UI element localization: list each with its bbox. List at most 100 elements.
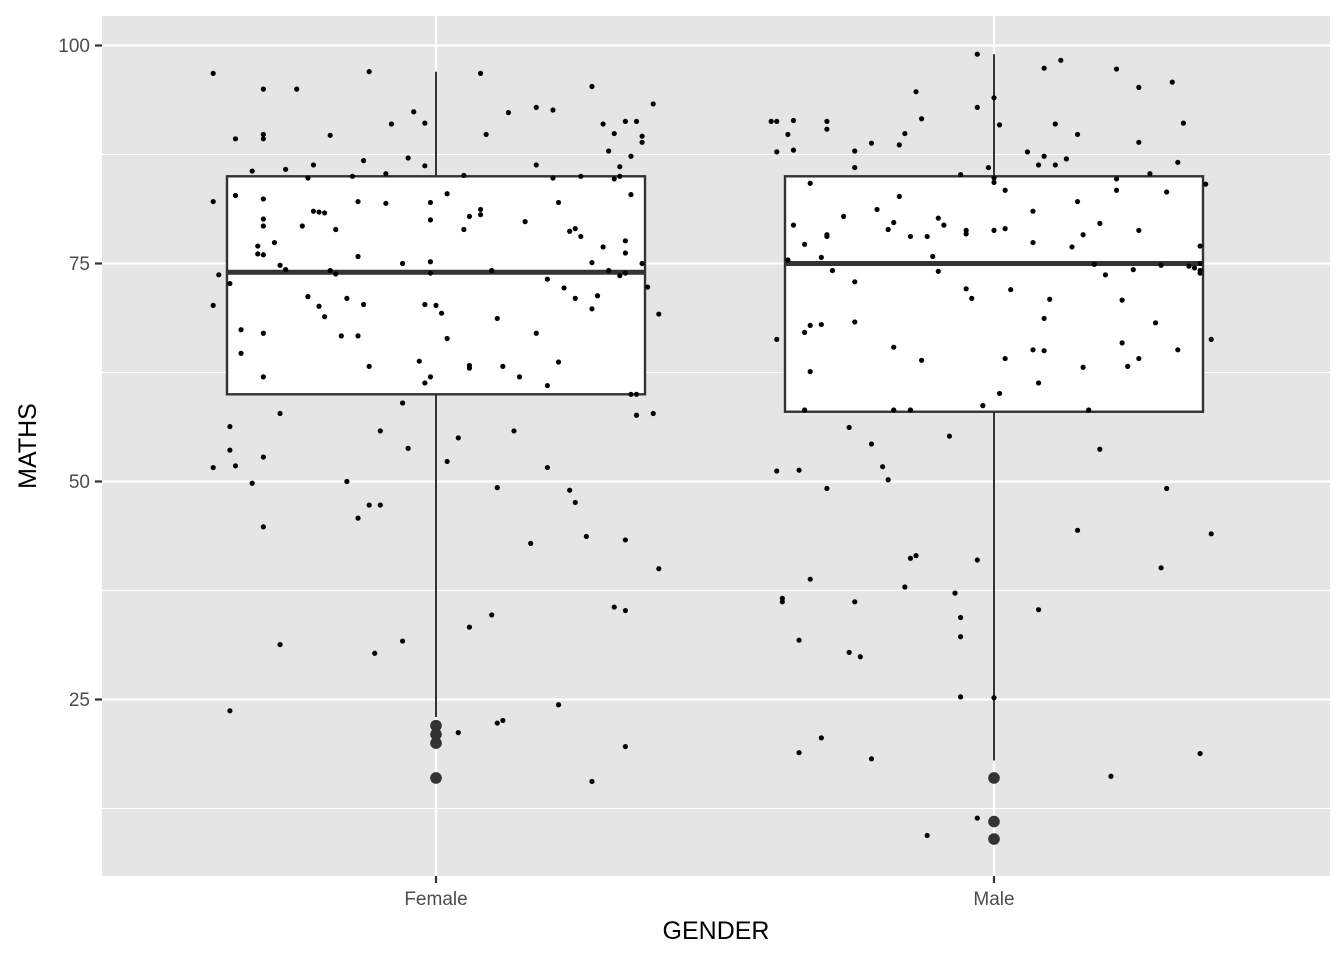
data-point: [941, 222, 947, 228]
data-point: [1035, 607, 1042, 613]
data-point: [494, 485, 500, 491]
data-point: [433, 302, 439, 308]
data-point: [489, 612, 495, 618]
data-point: [533, 162, 539, 168]
data-point: [550, 107, 556, 113]
data-point: [768, 118, 774, 124]
data-point: [639, 139, 645, 145]
data-point: [333, 226, 339, 233]
outlier-point: [430, 737, 442, 749]
data-point: [779, 599, 785, 605]
data-point: [639, 133, 645, 139]
data-point: [372, 650, 378, 656]
data-point: [438, 310, 445, 316]
data-point: [1108, 773, 1114, 779]
data-point: [907, 555, 914, 561]
data-point: [355, 515, 361, 521]
data-point: [818, 254, 824, 260]
data-point: [818, 735, 824, 741]
data-point: [494, 720, 500, 726]
data-point: [444, 458, 450, 465]
data-point: [991, 179, 997, 186]
data-point: [628, 153, 634, 159]
data-point: [461, 226, 467, 233]
data-point: [611, 604, 617, 610]
data-point: [271, 239, 278, 246]
data-point: [1208, 336, 1214, 342]
data-point: [807, 369, 813, 375]
data-point: [1158, 262, 1164, 268]
data-point: [1024, 149, 1031, 155]
data-point: [427, 259, 434, 265]
data-point: [477, 70, 484, 77]
data-point: [1186, 263, 1192, 269]
data-point: [422, 301, 428, 308]
data-point: [1030, 239, 1036, 246]
data-point: [1208, 531, 1214, 537]
data-point: [785, 131, 791, 138]
data-point: [969, 295, 975, 301]
data-point: [656, 311, 662, 317]
data-point: [617, 173, 623, 179]
data-point: [868, 140, 875, 146]
data-point: [1158, 565, 1164, 571]
data-point: [611, 130, 617, 137]
data-point: [824, 233, 830, 240]
data-point: [963, 286, 969, 292]
data-point: [913, 553, 919, 559]
data-point: [550, 175, 556, 181]
jitter-points-layer: [210, 51, 1214, 839]
data-point: [594, 293, 601, 299]
y-axis: 25 50 75 100: [58, 36, 102, 711]
data-point: [388, 121, 395, 127]
data-point: [227, 447, 233, 453]
box-iqr: [783, 175, 1205, 413]
y-axis-title: MATHS: [14, 403, 42, 489]
y-tick-label: 25: [69, 690, 90, 711]
data-point: [338, 333, 344, 339]
data-point: [852, 148, 858, 154]
data-point: [807, 180, 813, 186]
data-point: [232, 136, 239, 142]
data-point: [852, 279, 858, 285]
data-point: [316, 303, 322, 309]
data-point: [622, 250, 628, 256]
data-point: [544, 276, 551, 282]
data-point: [891, 344, 897, 350]
data-point: [399, 400, 406, 406]
data-point: [1203, 181, 1209, 187]
data-point: [305, 175, 311, 181]
data-point: [477, 206, 484, 213]
data-point: [310, 162, 317, 168]
y-tick-label: 75: [69, 254, 90, 275]
data-point: [411, 109, 417, 115]
data-point: [1047, 296, 1053, 302]
data-point: [935, 215, 941, 221]
data-point: [796, 637, 802, 643]
data-point: [1002, 187, 1008, 193]
outlier-point: [430, 772, 442, 784]
data-point: [572, 295, 578, 301]
data-point: [255, 251, 261, 257]
data-point: [656, 566, 662, 572]
data-point: [1041, 348, 1047, 354]
data-point: [555, 199, 562, 206]
data-point: [1041, 315, 1047, 322]
data-point: [249, 168, 255, 174]
data-point: [461, 172, 467, 179]
data-point: [355, 333, 361, 339]
data-point: [896, 142, 902, 148]
data-point: [913, 89, 919, 95]
data-point: [774, 468, 780, 474]
data-point: [327, 267, 333, 274]
data-point: [277, 262, 283, 268]
data-point: [802, 407, 808, 413]
data-point: [606, 148, 612, 154]
data-point: [790, 117, 797, 124]
data-point: [260, 330, 266, 336]
data-point: [1125, 363, 1131, 369]
data-point: [1102, 272, 1108, 278]
data-point: [589, 83, 595, 90]
data-point: [1035, 162, 1042, 168]
data-point: [802, 329, 808, 335]
